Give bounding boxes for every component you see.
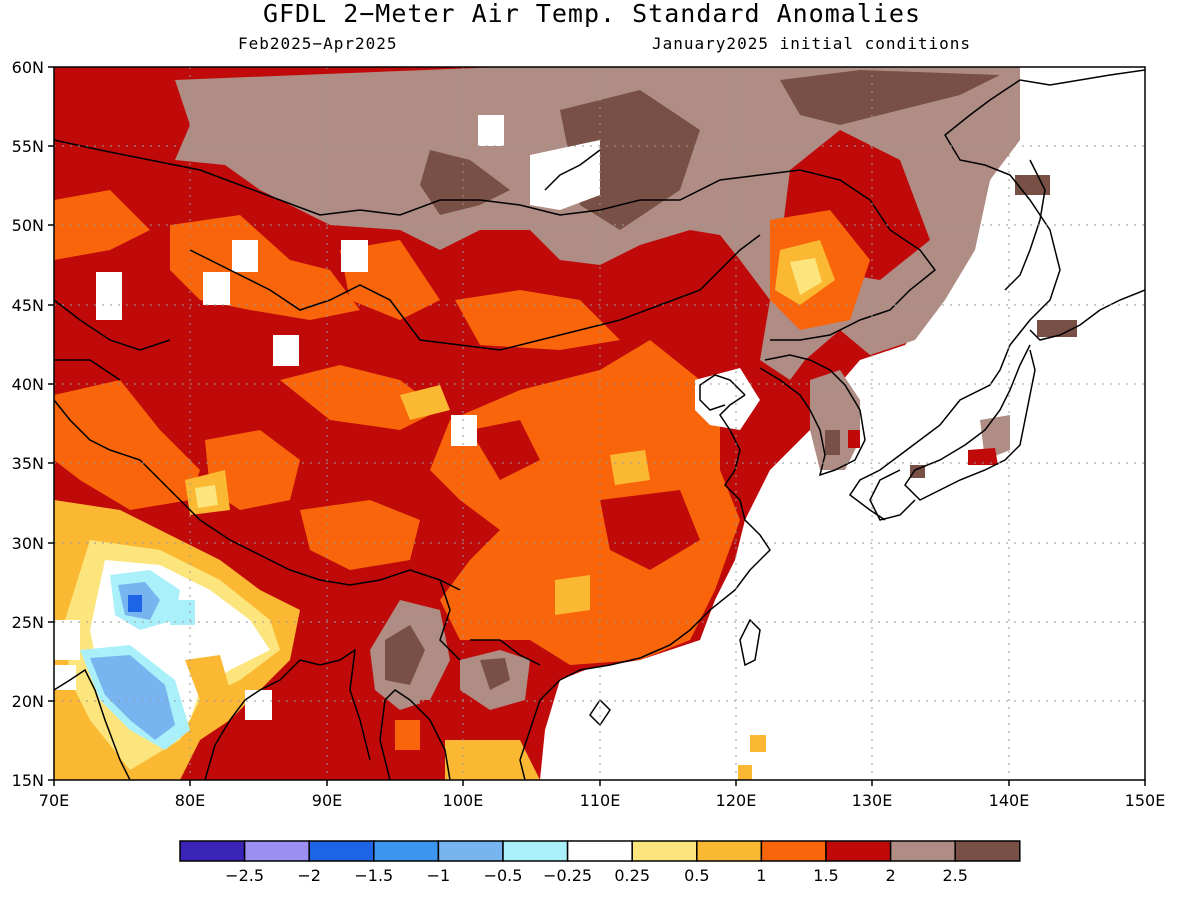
colorbar-tick-label: 0.25 [614, 866, 650, 885]
lat-label: 40N [12, 375, 44, 394]
colorbar-tick-label: 2 [886, 866, 896, 885]
lon-label: 140E [989, 791, 1030, 810]
map-title: GFDL 2−Meter Air Temp. Standard Anomalie… [262, 0, 922, 28]
colorbar-box-5 [502, 840, 569, 862]
colorbar-box-8 [696, 840, 763, 862]
lat-label: 45N [12, 296, 44, 315]
colorbar-box-12 [954, 840, 1021, 862]
longitude-labels: 70E 80E 90E 100E 110E 120E 130E 140E 150… [39, 791, 1166, 810]
lat-label: 25N [12, 613, 44, 632]
latitude-labels: 60N 55N 50N 45N 40N 35N 30N 25N 20N 15N [12, 58, 44, 790]
colorbar-box-4 [437, 840, 504, 862]
lon-label: 150E [1125, 791, 1166, 810]
lon-label: 120E [716, 791, 757, 810]
colorbar-tick-label: −1.5 [354, 866, 393, 885]
colorbar-tick-label: 1.5 [813, 866, 838, 885]
colorbar-tick-label: −0.5 [484, 866, 523, 885]
colorbar-box-0 [179, 840, 246, 862]
lat-label: 30N [12, 534, 44, 553]
colorbar-tick-label: −0.25 [543, 866, 592, 885]
lon-label: 130E [852, 791, 893, 810]
colorbar-tick-label: 0.5 [684, 866, 709, 885]
colorbar-tick-label: 1 [756, 866, 766, 885]
colorbar-box-10 [825, 840, 892, 862]
colorbar-box-6 [566, 840, 633, 862]
colorbar-box-11 [889, 840, 956, 862]
lat-label: 60N [12, 58, 44, 77]
grid-lines [54, 67, 1145, 780]
lon-label: 70E [39, 791, 69, 810]
colorbar [179, 840, 1021, 862]
lon-label: 100E [443, 791, 484, 810]
colorbar-labels: −2.5 −2 −1.5 −1 −0.5 −0.25 0.25 0.5 1 1.… [225, 866, 968, 885]
lat-label: 15N [12, 771, 44, 790]
colorbar-tick-label: 2.5 [942, 866, 967, 885]
colorbar-box-2 [308, 840, 375, 862]
lat-label: 35N [12, 454, 44, 473]
colorbar-tick-label: −2.5 [225, 866, 264, 885]
lat-label: 20N [12, 692, 44, 711]
colorbar-box-1 [243, 840, 310, 862]
colorbar-box-9 [760, 840, 827, 862]
colorbar-box-3 [373, 840, 440, 862]
lon-label: 90E [312, 791, 342, 810]
forecast-period: Feb2025−Apr2025 [238, 34, 398, 53]
initial-conditions: January2025 initial conditions [652, 34, 971, 53]
coastlines-and-borders [54, 69, 1145, 780]
lon-label: 80E [175, 791, 205, 810]
colorbar-tick-label: −2 [297, 866, 321, 885]
colorbar-tick-label: −1 [427, 866, 451, 885]
lat-label: 50N [12, 216, 44, 235]
anomaly-field [54, 67, 1145, 780]
lat-label: 55N [12, 137, 44, 156]
colorbar-box-7 [631, 840, 698, 862]
lon-label: 110E [580, 791, 621, 810]
